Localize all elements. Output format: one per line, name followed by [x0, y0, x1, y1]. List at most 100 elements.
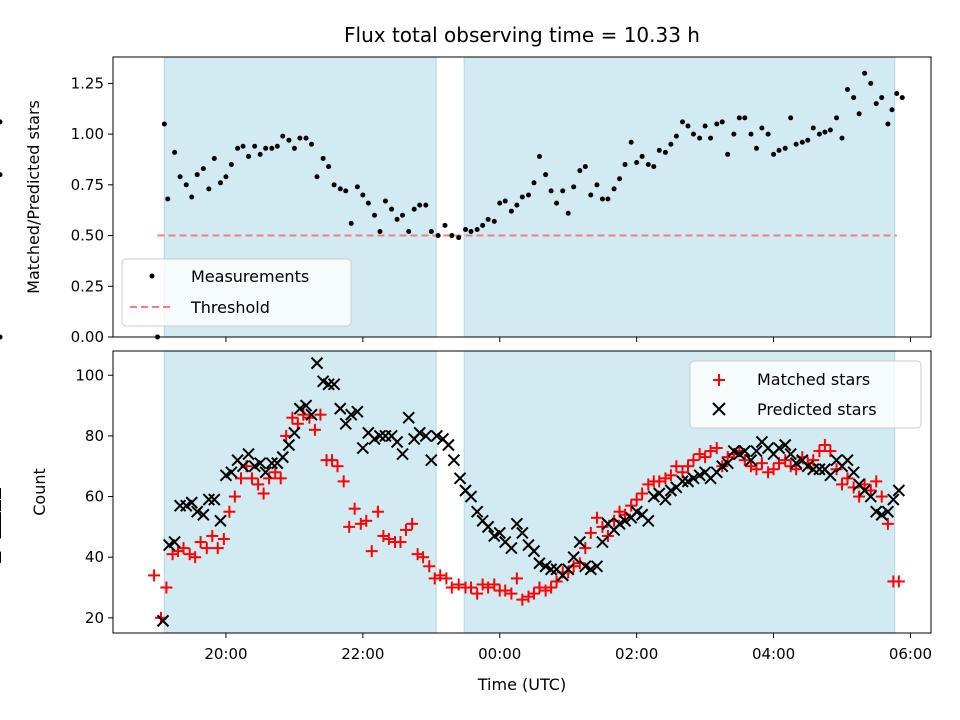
matched-star-point	[223, 505, 236, 518]
matched-star-point	[579, 542, 592, 555]
matched-star-point	[813, 445, 826, 458]
matched-star-point	[206, 529, 219, 542]
bottom-panel-counts: 20 40 60 80 100 20:00 22:00 00:00 02:00 04:00 06:…	[0, 350, 932, 694]
measurement-point	[788, 115, 794, 121]
predicted-star-point	[402, 411, 415, 424]
matched-star-point	[360, 514, 373, 527]
bottom-axes-frame	[112, 350, 932, 634]
predicted-star-point	[253, 456, 267, 470]
measurement-point	[673, 133, 679, 139]
predicted-star-point	[676, 475, 689, 488]
bottom-y-tick-label: 60	[85, 488, 104, 506]
measurement-point	[599, 196, 605, 202]
matched-star-point	[584, 526, 597, 539]
predicted-star-point	[567, 550, 580, 564]
measurement-point	[594, 182, 600, 188]
measurement-point	[217, 180, 223, 186]
predicted-star-point	[824, 469, 837, 482]
legend-predicted-marker	[712, 402, 726, 416]
measurement-point	[406, 228, 412, 234]
predicted-star-point	[185, 496, 198, 509]
matched-star-point	[382, 533, 395, 545]
predicted-star-point	[778, 438, 792, 452]
matched-star-point	[767, 463, 780, 476]
matched-star-point	[533, 581, 546, 594]
measurement-point	[771, 151, 777, 157]
predicted-star-point	[225, 466, 238, 479]
matched-star-point	[596, 520, 609, 533]
matched-star-point	[875, 490, 888, 503]
matched-star-point	[505, 587, 518, 600]
predicted-star-point	[470, 505, 484, 518]
legend-label-measurements: Measurements	[191, 267, 309, 286]
measurement-point	[269, 145, 275, 151]
measurement-point	[485, 216, 491, 222]
measurement-point	[365, 200, 371, 206]
measurement-point	[194, 172, 200, 178]
matched-star-point	[699, 451, 712, 464]
matched-star-point	[394, 536, 407, 549]
measurement-point	[394, 216, 400, 222]
matched-star-point	[841, 472, 854, 485]
matched-star-point	[790, 463, 803, 476]
predicted-star-point	[447, 453, 461, 467]
measurement-point	[582, 164, 588, 170]
legend-measurement-marker	[149, 273, 155, 279]
predicted-star-point	[544, 563, 558, 576]
measurement-point	[280, 133, 286, 139]
predicted-star-point	[847, 466, 860, 479]
measurement-point	[894, 91, 900, 97]
predicted-star-point	[659, 493, 672, 506]
predicted-star-point	[345, 408, 358, 421]
bottom-legend: Matched stars Predicted stars	[689, 360, 922, 429]
predicted-star-point	[282, 438, 296, 452]
predicted-star-point	[881, 505, 895, 518]
predicted-star-point	[351, 405, 364, 418]
matched-star-point	[590, 511, 603, 524]
matched-star-point	[252, 478, 265, 491]
predicted-star-point	[533, 557, 546, 570]
matched-star-point	[488, 578, 501, 591]
measurement-point	[782, 145, 788, 151]
measurement-point	[668, 141, 674, 147]
measurement-point	[862, 70, 868, 76]
measurement-point	[889, 107, 895, 113]
observing-window-1	[163, 350, 437, 634]
bottom-y-tick-label: 40	[85, 548, 104, 566]
predicted-star-point	[887, 493, 900, 506]
measurement-point	[885, 121, 891, 127]
measurement-point	[702, 123, 708, 129]
matched-star-point	[452, 578, 465, 591]
predicted-star-point	[481, 520, 495, 534]
predicted-star-point	[168, 535, 181, 549]
measurement-point	[497, 200, 503, 206]
x-tick-label: 22:00	[341, 645, 384, 663]
predicted-star-point	[419, 429, 433, 443]
measurement-point	[776, 147, 782, 153]
predicted-star-point	[396, 447, 409, 461]
matched-star-point	[818, 439, 831, 451]
top-y-tick-label: 1.25	[71, 74, 104, 92]
predicted-star-point	[293, 402, 307, 415]
predicted-star-point	[190, 505, 204, 518]
measurement-point	[805, 137, 811, 143]
matched-star-point	[189, 551, 202, 564]
predicted-star-point	[618, 514, 632, 528]
matched-star-point	[545, 581, 558, 594]
matched-star-point	[331, 460, 344, 473]
measurement-point	[400, 212, 406, 218]
matched-star-point	[824, 445, 837, 458]
predicted-star-point	[527, 544, 541, 558]
measurement-point	[719, 119, 725, 125]
predicted-star-point	[413, 426, 426, 440]
matched-star-point	[516, 593, 529, 606]
matched-star-point	[892, 575, 905, 588]
matched-star-point	[755, 457, 768, 470]
measurement-point	[651, 164, 657, 170]
measurement-point	[822, 129, 828, 135]
measurement-point	[628, 139, 634, 145]
measurement-point	[554, 200, 560, 206]
predicted-star-point	[516, 526, 529, 540]
legend-label-matched: Matched stars	[757, 370, 870, 389]
measurement-point	[0, 172, 3, 178]
